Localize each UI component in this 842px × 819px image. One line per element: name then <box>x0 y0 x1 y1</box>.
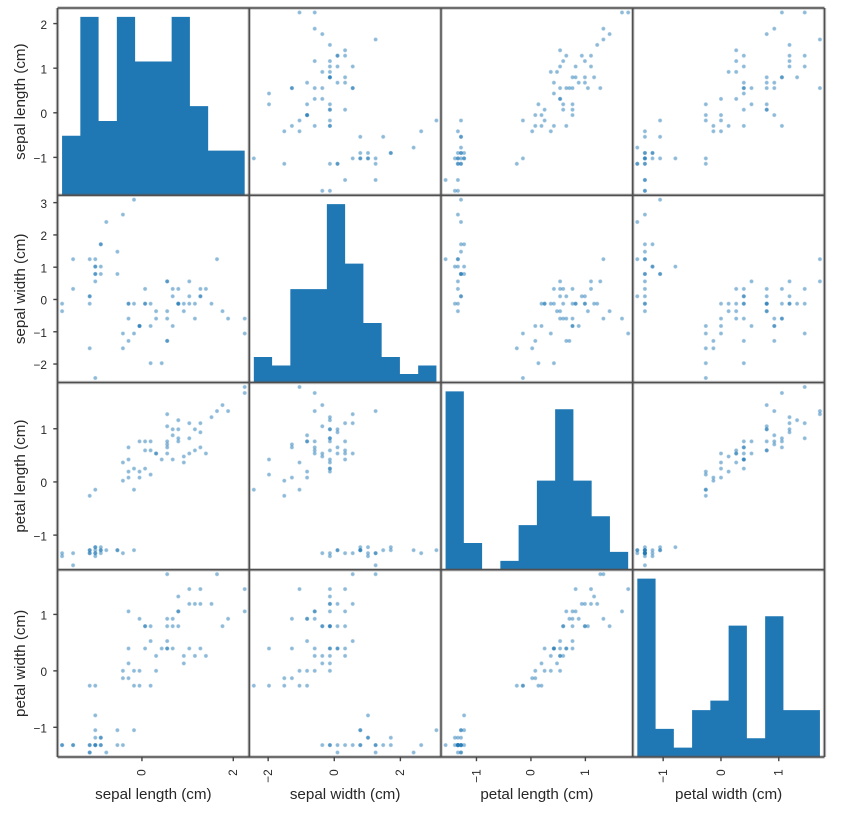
svg-text:−1: −1 <box>34 529 47 543</box>
svg-text:0: 0 <box>40 665 47 679</box>
svg-text:0: 0 <box>40 107 47 121</box>
svg-text:sepal width (cm): sepal width (cm) <box>12 234 29 345</box>
svg-text:0: 0 <box>327 769 341 776</box>
svg-text:3: 3 <box>40 197 47 211</box>
svg-text:−2: −2 <box>34 358 47 372</box>
svg-text:petal width (cm): petal width (cm) <box>675 786 782 803</box>
svg-text:1: 1 <box>772 769 786 776</box>
svg-text:1: 1 <box>40 62 47 76</box>
svg-text:−1: −1 <box>34 721 47 735</box>
svg-text:1: 1 <box>578 769 592 776</box>
svg-text:1: 1 <box>40 261 47 275</box>
svg-text:2: 2 <box>40 18 47 32</box>
svg-text:sepal length (cm): sepal length (cm) <box>95 786 212 803</box>
svg-text:2: 2 <box>40 229 47 243</box>
svg-text:petal length (cm): petal length (cm) <box>480 786 593 803</box>
svg-text:sepal length (cm): sepal length (cm) <box>12 43 29 159</box>
svg-text:sepal width (cm): sepal width (cm) <box>290 786 401 803</box>
svg-text:0: 0 <box>40 294 47 308</box>
svg-text:0: 0 <box>524 769 538 776</box>
svg-text:petal length (cm): petal length (cm) <box>12 420 29 533</box>
svg-text:0: 0 <box>40 476 47 490</box>
svg-text:−1: −1 <box>34 326 47 340</box>
svg-text:2: 2 <box>226 769 240 776</box>
svg-text:petal width (cm): petal width (cm) <box>12 610 29 717</box>
svg-text:1: 1 <box>40 423 47 437</box>
svg-text:−1: −1 <box>469 769 483 782</box>
svg-text:2: 2 <box>393 769 407 776</box>
svg-text:0: 0 <box>714 769 728 776</box>
svg-text:0: 0 <box>135 769 149 776</box>
svg-text:−1: −1 <box>656 769 670 782</box>
svg-text:−1: −1 <box>34 152 47 166</box>
svg-text:1: 1 <box>40 609 47 623</box>
svg-text:−2: −2 <box>261 769 275 782</box>
